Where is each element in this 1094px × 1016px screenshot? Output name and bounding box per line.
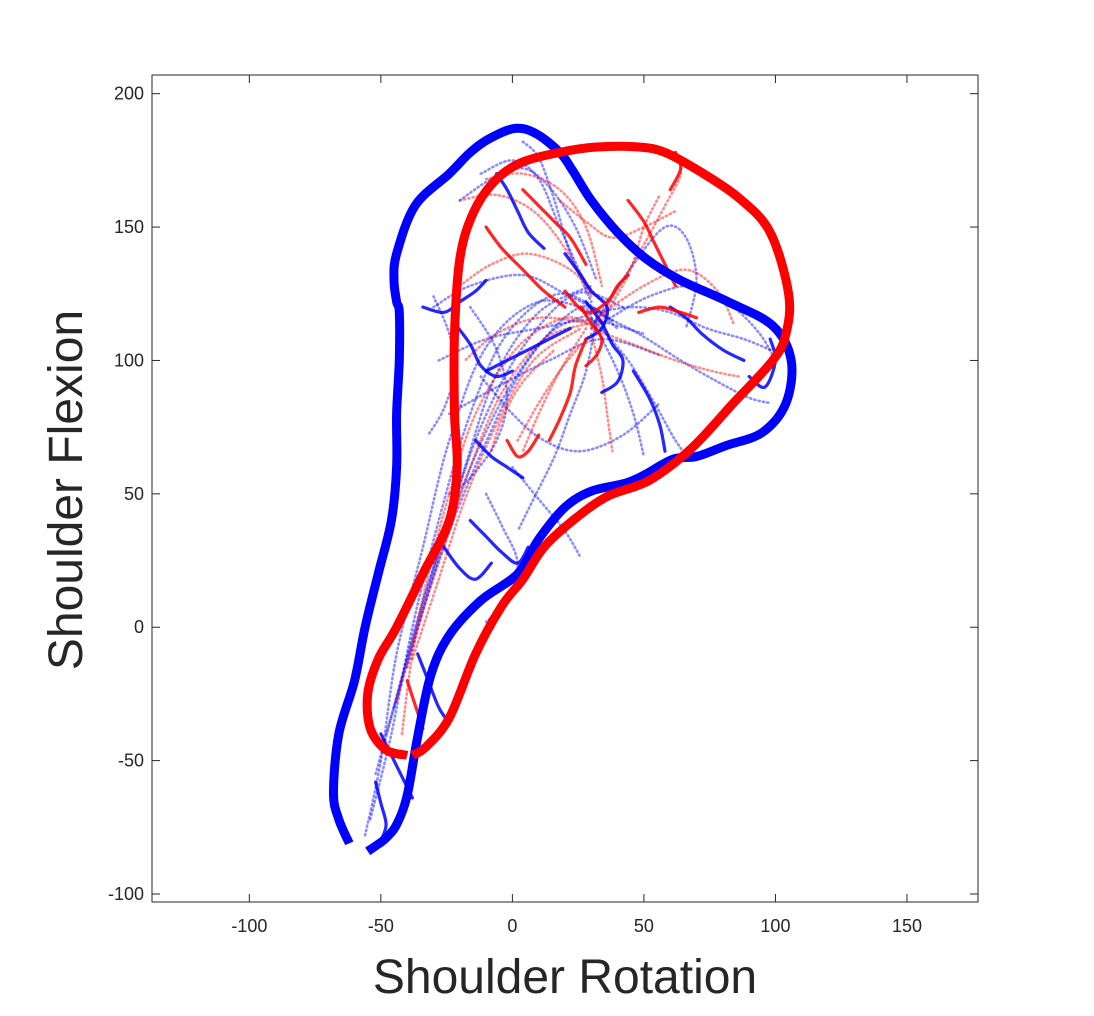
red-dotted-trajectory <box>395 321 593 704</box>
blue-dense-trajectory <box>468 518 530 565</box>
y-tick-label: 100 <box>114 350 144 370</box>
blue-dense-trajectory <box>495 172 546 250</box>
blue-dense-trajectory <box>474 438 525 480</box>
blue-dense-trajectory <box>563 252 610 341</box>
blue-dense-trajectory <box>442 545 493 581</box>
red-dense-trajectory <box>505 433 541 459</box>
blue-dense-trajectory <box>584 300 625 395</box>
red-dotted-trajectory <box>516 343 583 442</box>
y-axis-title: Shoulder Flexion <box>40 310 93 670</box>
plot-area <box>329 123 797 856</box>
red-dense-trajectory <box>563 273 630 315</box>
red-dense-trajectory <box>547 337 588 443</box>
red-dotted-trajectory <box>458 252 604 304</box>
red-dotted-trajectory <box>558 199 677 240</box>
blue-dotted-trajectory <box>590 316 693 464</box>
red-dotted-trajectory <box>590 327 740 378</box>
blue-dense-trajectory <box>484 326 572 373</box>
red-dotted-trajectory <box>411 327 583 661</box>
x-tick-label: 50 <box>634 916 654 936</box>
x-tick-label: 100 <box>760 916 790 936</box>
y-tick-label: 150 <box>114 217 144 237</box>
x-axis-title: Shoulder Rotation <box>373 951 757 1004</box>
x-tick-label: -100 <box>231 916 267 936</box>
blue-dotted-trajectory <box>458 166 598 282</box>
blue-dense-trajectory <box>631 369 667 453</box>
axes-frame <box>151 74 979 903</box>
red-dense-trajectory <box>637 305 699 320</box>
blue-dense-trajectory <box>416 652 451 725</box>
blue-boundary-curve <box>329 123 797 856</box>
red-dotted-trajectory <box>490 348 556 453</box>
x-tick-label: 150 <box>892 916 922 936</box>
blue-dense-trajectory <box>452 321 514 379</box>
red-dotted-trajectory <box>463 316 588 362</box>
y-tick-label: -100 <box>108 884 144 904</box>
x-tick-label: 0 <box>507 916 517 936</box>
axis-ticks: -100 -50 0 50 100 150 -100 -50 0 50 100 150 200 <box>108 75 978 936</box>
blue-dotted-trajectory <box>392 311 598 709</box>
red-dense-trajectory <box>579 305 604 368</box>
blue-dotted-trajectory <box>384 291 625 736</box>
y-tick-label: 0 <box>134 617 144 637</box>
red-dense-path-group <box>405 150 699 731</box>
y-tick-label: 50 <box>124 484 144 504</box>
x-tick-label: -50 <box>368 916 394 936</box>
red-dotted-trajectory <box>484 172 604 288</box>
red-dense-trajectory <box>521 188 588 266</box>
blue-dotted-trajectory <box>479 159 588 288</box>
blue-dotted-trajectory <box>448 305 509 496</box>
red-dotted-trajectory <box>521 327 588 453</box>
blue-dotted-trajectory <box>595 311 772 405</box>
y-tick-label: -50 <box>118 751 144 771</box>
blue-dotted-trajectory <box>448 337 661 416</box>
red-dense-trajectory <box>484 225 567 309</box>
red-boundary-curve <box>362 141 795 760</box>
blue-dense-path-group <box>374 172 778 843</box>
y-tick-label: 200 <box>114 84 144 104</box>
blue-dotted-trajectory <box>479 375 661 453</box>
blue-dotted-trajectory <box>369 292 614 821</box>
